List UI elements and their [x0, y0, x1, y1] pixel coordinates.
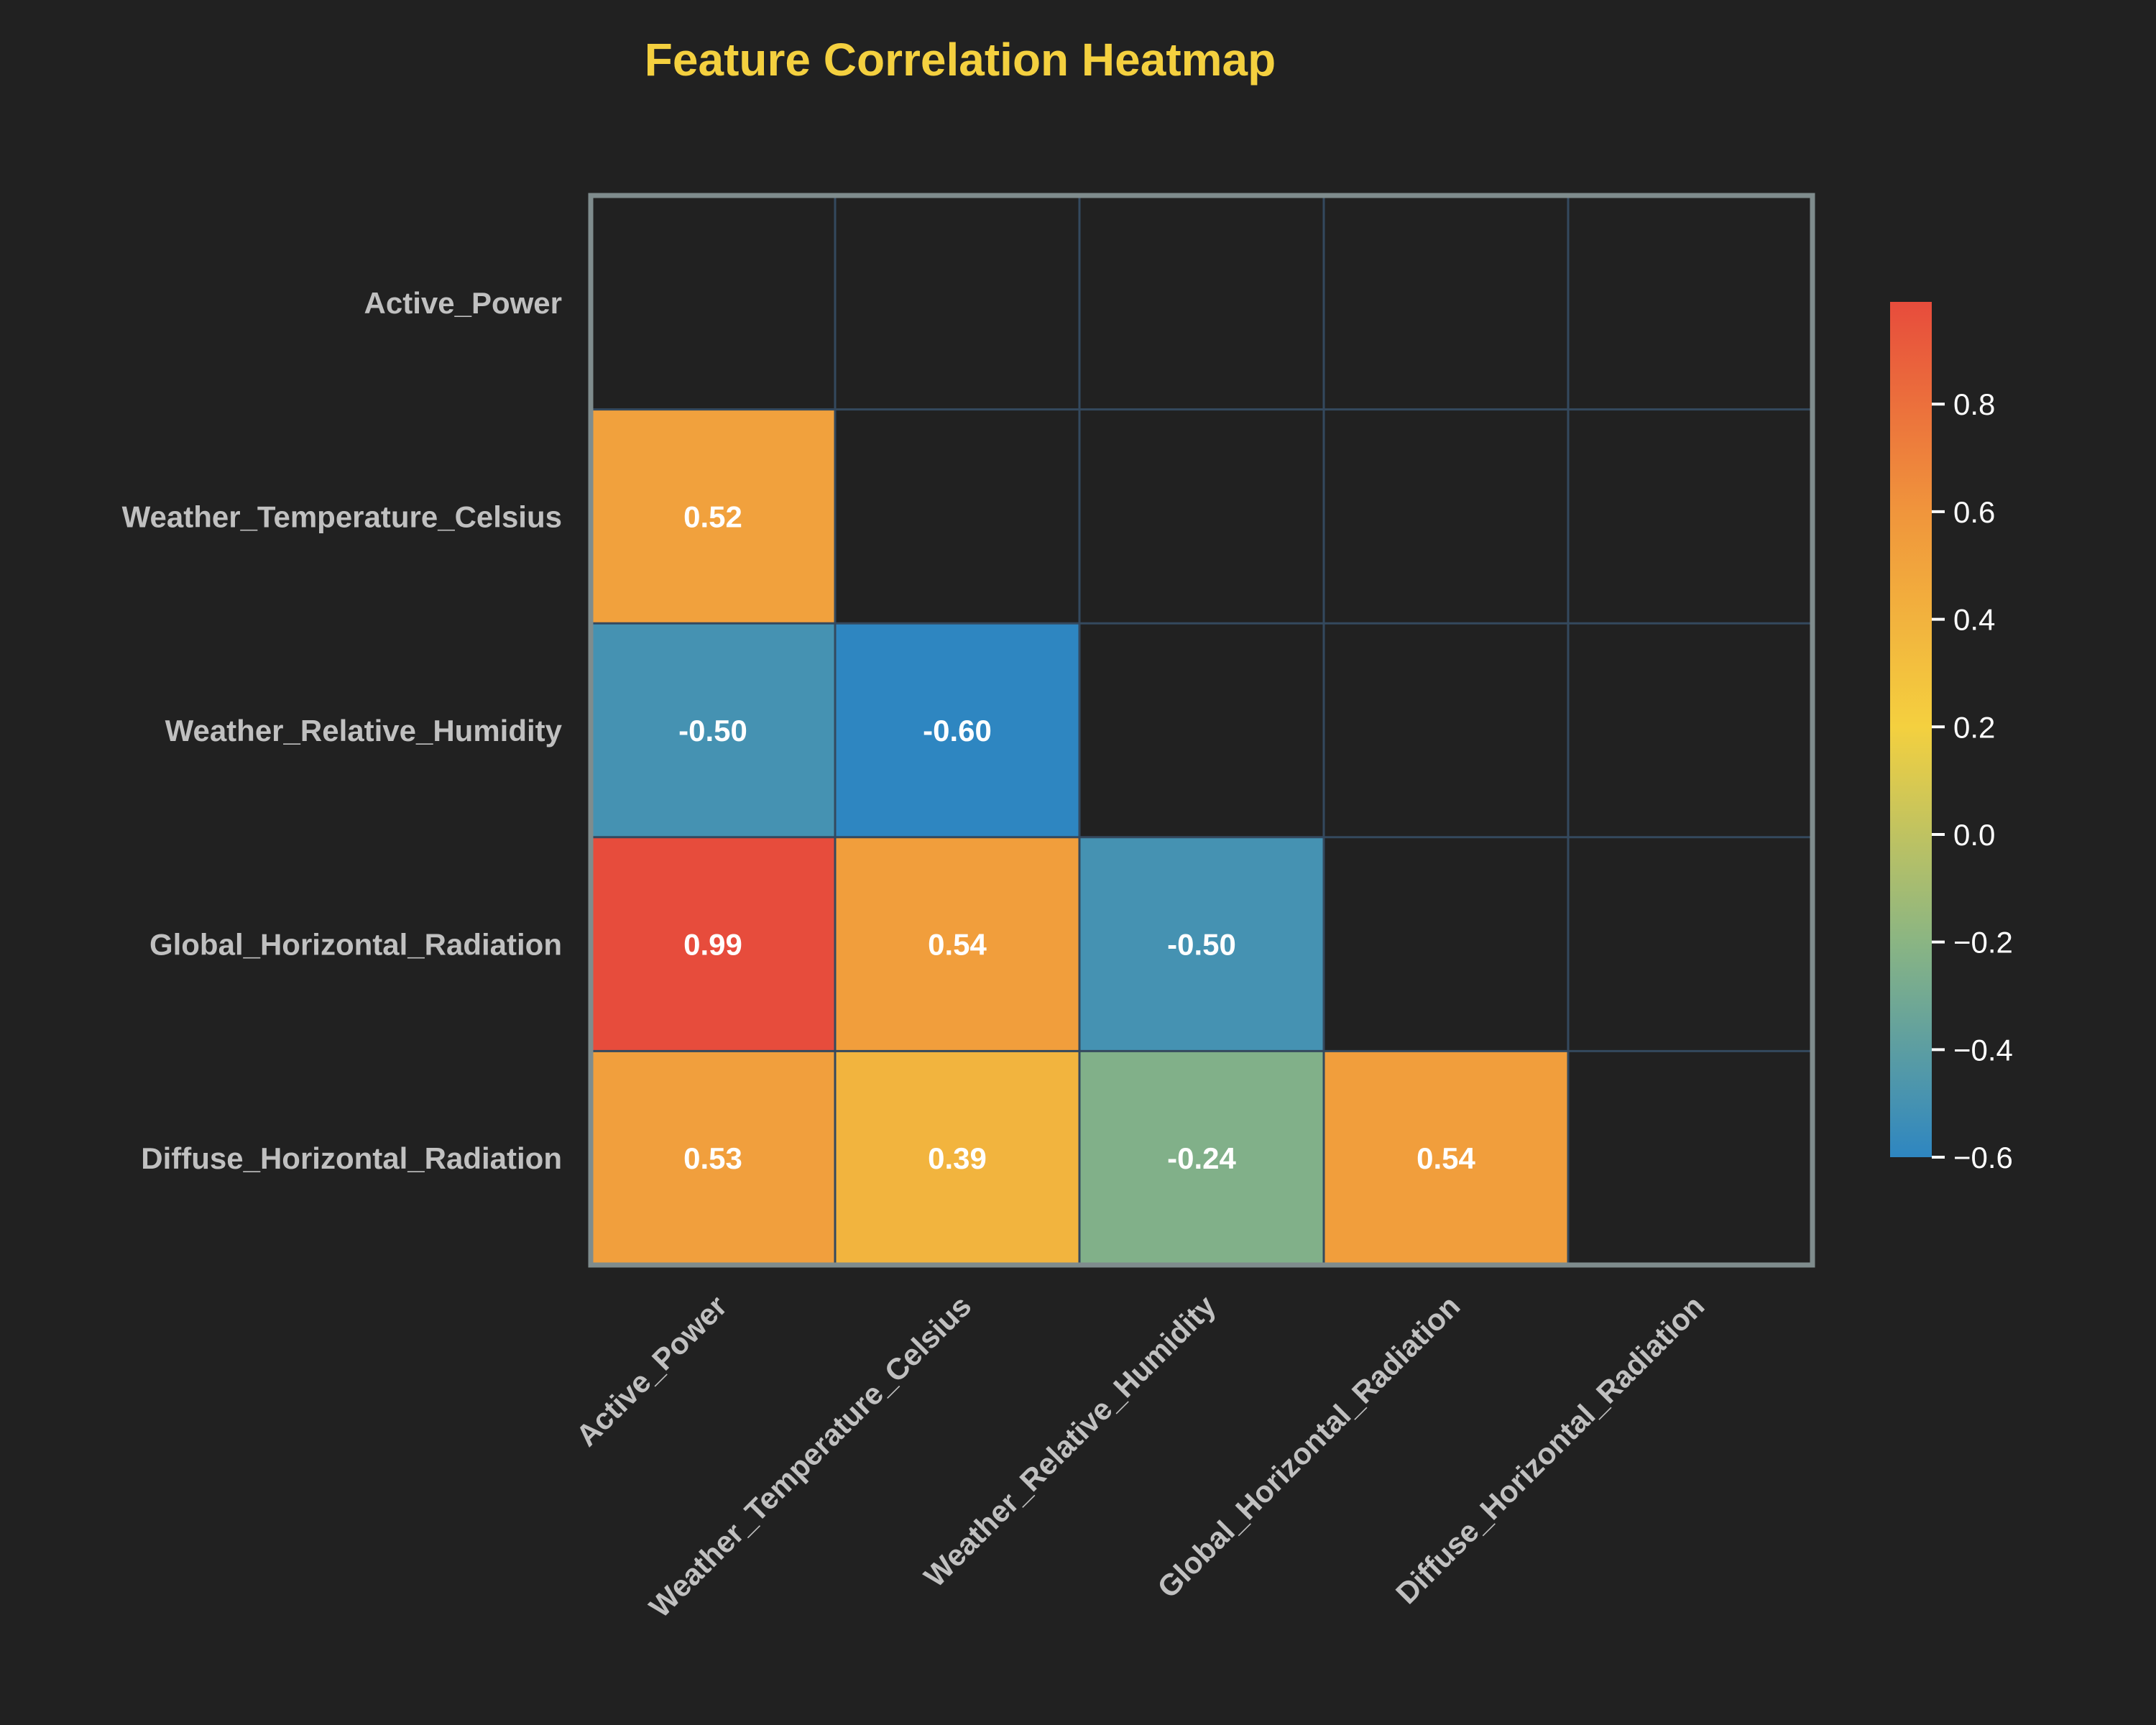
colorbar-tick-label: 0.0	[1953, 818, 1995, 852]
colorbar: 0.8 0.6 0.4 0.2 0.0 −0.2 −0.4 −0.6	[1890, 302, 2013, 1174]
y-tick-label: Diffuse_Horizontal_Radiation	[141, 1141, 562, 1175]
colorbar-tick-label: −0.4	[1953, 1033, 2013, 1067]
cell-value-label: 0.54	[928, 928, 987, 962]
x-tick-label: Active_Power	[569, 1289, 733, 1453]
cell-value-label: -0.50	[678, 714, 747, 748]
cell-value-label: 0.53	[683, 1141, 742, 1175]
heatmap-cell	[835, 837, 1079, 1052]
colorbar-tick-label: −0.2	[1953, 926, 2013, 960]
heatmap-cell	[591, 1051, 835, 1265]
cell-value-label: 0.54	[1416, 1141, 1475, 1175]
heatmap-cell	[835, 1051, 1079, 1265]
x-tick-label: Weather_Relative_Humidity	[918, 1289, 1222, 1593]
heatmap-cell	[591, 623, 835, 837]
y-tick-label: Active_Power	[364, 286, 562, 320]
y-tick-label: Weather_Relative_Humidity	[165, 714, 563, 748]
colorbar-tick-label: 0.4	[1953, 603, 1995, 637]
colorbar-tick-label: 0.6	[1953, 495, 1995, 529]
heatmap-cell	[1324, 1051, 1568, 1265]
cell-value-label: 0.52	[683, 500, 742, 533]
heatmap-frame	[588, 193, 1815, 1268]
y-tick-label: Global_Horizontal_Radiation	[149, 928, 562, 962]
heatmap-cell	[835, 623, 1079, 837]
heatmap-grid	[588, 193, 1815, 1268]
heatmap-cell	[1079, 837, 1324, 1052]
y-tick-label: Weather_Temperature_Celsius	[122, 500, 562, 533]
heatmap-cell	[1079, 1051, 1324, 1265]
cell-value-label: 0.99	[683, 928, 742, 962]
colorbar-tick-label: −0.6	[1953, 1141, 2013, 1174]
heatmap-cells: 0.52 -0.50 -0.60 0.99 0.54 -0.50 0.53 0.39 -0.24…	[591, 409, 1568, 1265]
heatmap-cell	[591, 409, 835, 624]
cell-value-label: -0.60	[923, 714, 992, 748]
cell-value-label: -0.24	[1167, 1141, 1236, 1175]
cell-value-label: -0.50	[1167, 928, 1236, 962]
chart-title: Feature Correlation Heatmap	[645, 34, 1276, 86]
heatmap-cell	[591, 837, 835, 1052]
colorbar-tick-label: 0.2	[1953, 710, 1995, 744]
colorbar-gradient	[1890, 302, 1932, 1157]
cell-value-label: 0.39	[928, 1141, 987, 1175]
colorbar-tick-label: 0.8	[1953, 387, 1995, 421]
